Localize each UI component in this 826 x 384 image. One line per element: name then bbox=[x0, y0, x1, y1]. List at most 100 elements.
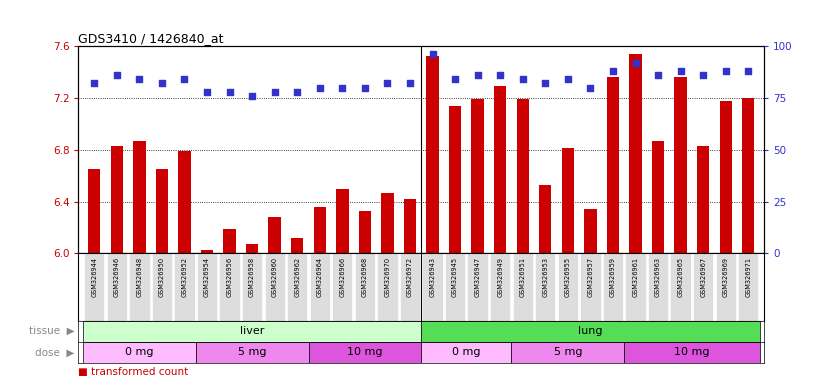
Point bbox=[494, 72, 507, 78]
Bar bbox=[652, 141, 664, 253]
Bar bbox=[580, 253, 601, 321]
Bar bbox=[246, 244, 259, 253]
Text: GSM326971: GSM326971 bbox=[745, 257, 752, 297]
Bar bbox=[421, 342, 511, 363]
Point bbox=[629, 60, 642, 66]
Text: GSM326945: GSM326945 bbox=[452, 257, 458, 297]
Text: 10 mg: 10 mg bbox=[674, 347, 710, 358]
Text: GSM326953: GSM326953 bbox=[543, 257, 548, 297]
Text: GSM326948: GSM326948 bbox=[136, 257, 142, 297]
Text: GSM326955: GSM326955 bbox=[565, 257, 571, 297]
Point bbox=[201, 89, 214, 95]
Bar bbox=[336, 189, 349, 253]
Point bbox=[381, 80, 394, 86]
Bar bbox=[152, 253, 172, 321]
Text: GSM326962: GSM326962 bbox=[294, 257, 300, 297]
Bar bbox=[133, 141, 145, 253]
Bar bbox=[624, 342, 760, 363]
Text: GSM326946: GSM326946 bbox=[114, 257, 120, 297]
Bar bbox=[287, 253, 307, 321]
Bar bbox=[264, 253, 285, 321]
Bar bbox=[539, 185, 552, 253]
Bar bbox=[84, 253, 104, 321]
Bar bbox=[513, 253, 533, 321]
Bar bbox=[111, 146, 123, 253]
Bar bbox=[358, 211, 371, 253]
Bar bbox=[83, 321, 421, 342]
Point bbox=[358, 84, 372, 91]
Point bbox=[335, 84, 349, 91]
Point bbox=[471, 72, 484, 78]
Text: GSM326959: GSM326959 bbox=[610, 257, 616, 297]
Point bbox=[719, 68, 733, 74]
Bar bbox=[426, 56, 439, 253]
Bar bbox=[584, 209, 596, 253]
Point bbox=[223, 89, 236, 95]
Bar bbox=[535, 253, 555, 321]
Text: GSM326957: GSM326957 bbox=[587, 257, 593, 297]
Point bbox=[674, 68, 687, 74]
Text: GSM326954: GSM326954 bbox=[204, 257, 210, 297]
Text: GSM326944: GSM326944 bbox=[91, 257, 97, 297]
Bar bbox=[310, 253, 330, 321]
Point bbox=[652, 72, 665, 78]
Bar bbox=[558, 253, 578, 321]
Bar bbox=[129, 253, 150, 321]
Text: GSM326952: GSM326952 bbox=[182, 257, 188, 297]
Text: GSM326963: GSM326963 bbox=[655, 257, 661, 297]
Point bbox=[539, 80, 552, 86]
Text: GSM326950: GSM326950 bbox=[159, 257, 165, 297]
Bar bbox=[562, 149, 574, 253]
Text: GSM326951: GSM326951 bbox=[520, 257, 525, 297]
Bar bbox=[197, 253, 217, 321]
Bar bbox=[291, 238, 303, 253]
Text: tissue  ▶: tissue ▶ bbox=[29, 326, 74, 336]
Bar bbox=[308, 342, 421, 363]
Bar bbox=[468, 253, 488, 321]
Point bbox=[449, 76, 462, 82]
Bar bbox=[674, 77, 686, 253]
Point bbox=[178, 76, 191, 82]
Text: GSM326968: GSM326968 bbox=[362, 257, 368, 297]
Bar bbox=[377, 253, 397, 321]
Text: GSM326967: GSM326967 bbox=[700, 257, 706, 297]
Text: 0 mg: 0 mg bbox=[452, 347, 481, 358]
Point bbox=[291, 89, 304, 95]
Point bbox=[88, 80, 101, 86]
Bar bbox=[445, 253, 465, 321]
Bar bbox=[697, 146, 710, 253]
Text: 0 mg: 0 mg bbox=[125, 347, 154, 358]
Text: 5 mg: 5 mg bbox=[238, 347, 266, 358]
Bar bbox=[738, 253, 758, 321]
Text: GSM326970: GSM326970 bbox=[384, 257, 391, 297]
Text: liver: liver bbox=[240, 326, 264, 336]
Bar bbox=[494, 86, 506, 253]
Bar bbox=[629, 54, 642, 253]
Text: GSM326964: GSM326964 bbox=[317, 257, 323, 297]
Bar bbox=[107, 253, 127, 321]
Point bbox=[403, 80, 416, 86]
Text: dose  ▶: dose ▶ bbox=[35, 347, 74, 358]
Text: GSM326965: GSM326965 bbox=[677, 257, 684, 297]
Text: GSM326972: GSM326972 bbox=[407, 257, 413, 297]
Bar bbox=[472, 99, 484, 253]
Bar bbox=[490, 253, 510, 321]
Bar bbox=[671, 253, 691, 321]
Bar bbox=[220, 253, 240, 321]
Bar bbox=[715, 253, 736, 321]
Bar bbox=[242, 253, 263, 321]
Bar bbox=[449, 106, 461, 253]
Point bbox=[245, 93, 259, 99]
Bar bbox=[382, 192, 394, 253]
Text: GSM326960: GSM326960 bbox=[272, 257, 278, 297]
Bar bbox=[174, 253, 195, 321]
Point bbox=[584, 84, 597, 91]
Text: GSM326966: GSM326966 bbox=[339, 257, 345, 297]
Bar bbox=[400, 253, 420, 321]
Bar bbox=[223, 229, 235, 253]
Bar bbox=[421, 321, 760, 342]
Bar bbox=[742, 98, 754, 253]
Point bbox=[133, 76, 146, 82]
Bar bbox=[693, 253, 714, 321]
Bar bbox=[201, 250, 213, 253]
